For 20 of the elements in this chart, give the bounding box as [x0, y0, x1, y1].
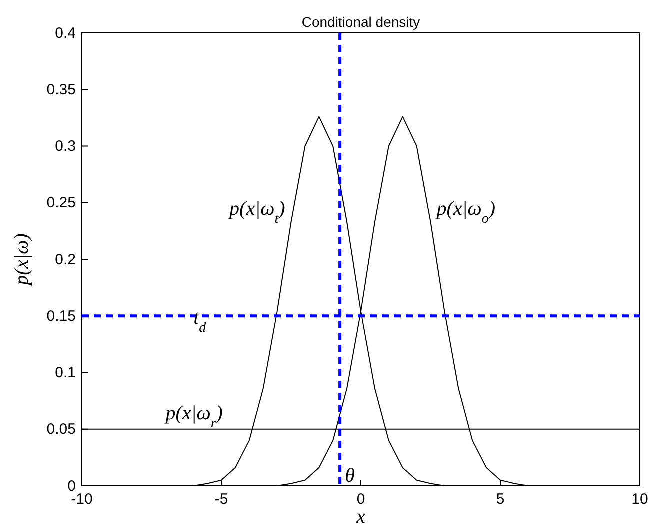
- y-tick-label: 0.05: [46, 421, 76, 438]
- y-tick-label: 0.35: [46, 81, 76, 98]
- x-tick-label: 5: [496, 491, 505, 508]
- y-tick-label: 0.1: [55, 364, 76, 382]
- y-tick-label: 0.15: [46, 308, 76, 325]
- x-axis-title: x: [356, 506, 366, 526]
- y-tick-label: 0.4: [55, 24, 76, 42]
- y-tick-label: 0.25: [46, 194, 76, 212]
- y-tick-label: 0.2: [55, 251, 76, 268]
- x-tick-label: 0: [356, 491, 366, 508]
- y-axis-title: p(x|ω): [11, 233, 33, 288]
- ref-line-label: t$_{d}$: [194, 307, 208, 336]
- y-tick-label: 0.3: [55, 138, 76, 156]
- x-tick-label: 10: [632, 491, 648, 508]
- series-label: p(x|ω$_{r}$): [164, 402, 224, 431]
- series-label: p(x|ω$_{o}$): [434, 198, 496, 227]
- series-label: p(x|ω$_{t}$): [228, 198, 286, 227]
- x-tick-label: -5: [214, 491, 228, 508]
- ref-line-label: θ: [345, 465, 356, 487]
- chart-title: Conditional density: [302, 14, 420, 30]
